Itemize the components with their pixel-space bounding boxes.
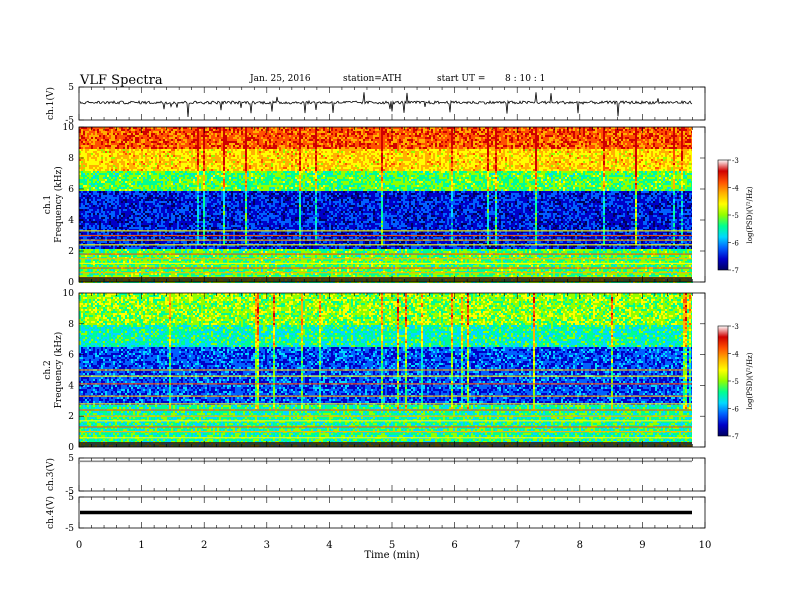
ch2-tone-line xyxy=(79,426,692,428)
x-tick-label: 10 xyxy=(699,540,712,551)
frequency-axis-label: Frequency (kHz) xyxy=(53,332,64,409)
ch-y-tick-label: 4 xyxy=(68,381,74,391)
start-ut-time: 8 : 10 : 1 xyxy=(505,75,545,84)
ch2-tone-line xyxy=(79,375,692,377)
colorbar-tick-label: -5 xyxy=(732,212,739,220)
ch-y-tick-label: 6 xyxy=(68,351,74,361)
ch2-tone-line xyxy=(79,409,692,411)
x-tick-label: 3 xyxy=(264,540,270,551)
spectrogram-channel-label: ch.1 xyxy=(43,195,53,214)
ch2-low-band xyxy=(79,442,692,447)
ch1-tone-line xyxy=(79,239,692,241)
ch-y-tick-label: 4 xyxy=(68,216,74,226)
ch-y-tick-label: 0 xyxy=(68,278,74,288)
x-axis-label: Time (min) xyxy=(364,550,419,561)
ch-y-tick-label: 2 xyxy=(68,247,74,257)
ch2-colorbar xyxy=(717,325,729,437)
ch1-tone-line xyxy=(79,230,692,232)
ch-y-tick-label: 5 xyxy=(68,83,74,93)
ch1-tone-line xyxy=(79,258,692,260)
ch1-spectrogram-cells xyxy=(79,127,693,283)
colorbar-axis-label: log(PSD)(V²/Hz) xyxy=(746,186,754,243)
ch1-low-band xyxy=(79,277,692,282)
colorbar-tick-label: -5 xyxy=(732,378,739,386)
ch1-tone-line xyxy=(79,244,692,246)
x-tick-label: 6 xyxy=(451,540,457,551)
ch-y-tick-label: 10 xyxy=(63,123,75,133)
ch-y-tick-label: -5 xyxy=(65,116,74,126)
colorbar-tick-label: -6 xyxy=(732,406,739,414)
x-tick-label: 1 xyxy=(138,540,144,551)
ch1-tone-line xyxy=(79,234,692,237)
ch-y-tick-label: 8 xyxy=(68,320,74,330)
start-ut-label: start UT = xyxy=(437,75,485,84)
ch1-tone-line xyxy=(79,253,692,255)
ch2-tone-line xyxy=(79,395,692,397)
ch1-tone-line xyxy=(79,272,692,274)
x-tick-label: 7 xyxy=(514,540,520,551)
x-tick-label: 0 xyxy=(76,540,82,551)
x-tick-label: 9 xyxy=(639,540,645,551)
ch2-tone-line xyxy=(79,383,692,385)
frequency-axis-label: Frequency (kHz) xyxy=(53,166,64,243)
chart-title: VLF Spectra xyxy=(80,74,163,87)
spectrogram-channel-label: ch.2 xyxy=(43,360,53,379)
colorbar-tick-label: -7 xyxy=(732,433,739,441)
ch2-tone-line xyxy=(79,437,692,439)
ch-y-tick-label: -5 xyxy=(65,524,74,534)
ch-y-tick-label: 6 xyxy=(68,185,74,195)
x-tick-label: 2 xyxy=(201,540,207,551)
ch2-tone-line xyxy=(79,403,692,405)
ch2-no-data xyxy=(692,293,705,447)
ch2-tone-line xyxy=(79,420,692,422)
waveform-axis-label: ch.3(V) xyxy=(45,458,56,491)
ch1-waveform-trace xyxy=(79,92,693,118)
ch2-tone-line xyxy=(79,369,692,371)
ch-y-tick-label: 10 xyxy=(63,289,75,299)
colorbar-tick-label: -7 xyxy=(732,267,739,275)
colorbar-axis-label: log(PSD)(V²/Hz) xyxy=(746,352,754,409)
colorbar-tick-label: -3 xyxy=(732,157,739,165)
x-tick-label: 5 xyxy=(389,540,395,551)
x-tick-label: 4 xyxy=(326,540,332,551)
ch-y-tick-label: 5 xyxy=(68,454,74,464)
ch1-tone-line xyxy=(79,262,692,264)
colorbar-tick-label: -3 xyxy=(732,323,739,331)
colorbar-tick-label: -4 xyxy=(732,185,739,193)
ch2-tone-line xyxy=(79,431,692,433)
station-label: station=ATH xyxy=(343,75,402,84)
ch-y-tick-label: 2 xyxy=(68,412,74,422)
ch1-tone-line xyxy=(79,267,692,269)
ch2-tone-line xyxy=(79,415,692,417)
ch-y-tick-label: 5 xyxy=(68,493,74,503)
ch1-colorbar xyxy=(717,159,729,271)
waveform-axis-label: ch.4(V) xyxy=(45,496,56,529)
ch-y-tick-label: -5 xyxy=(65,487,74,497)
colorbar-tick-label: -4 xyxy=(732,351,739,359)
recording-date: Jan. 25, 2016 xyxy=(250,75,311,84)
ch1-no-data xyxy=(692,127,705,282)
x-tick-label: 8 xyxy=(577,540,583,551)
colorbar-tick-label: -6 xyxy=(732,240,739,248)
ch-y-tick-label: 0 xyxy=(68,443,74,453)
ch-y-tick-label: 8 xyxy=(68,154,74,164)
waveform-axis-label: ch.1(V) xyxy=(45,87,56,120)
